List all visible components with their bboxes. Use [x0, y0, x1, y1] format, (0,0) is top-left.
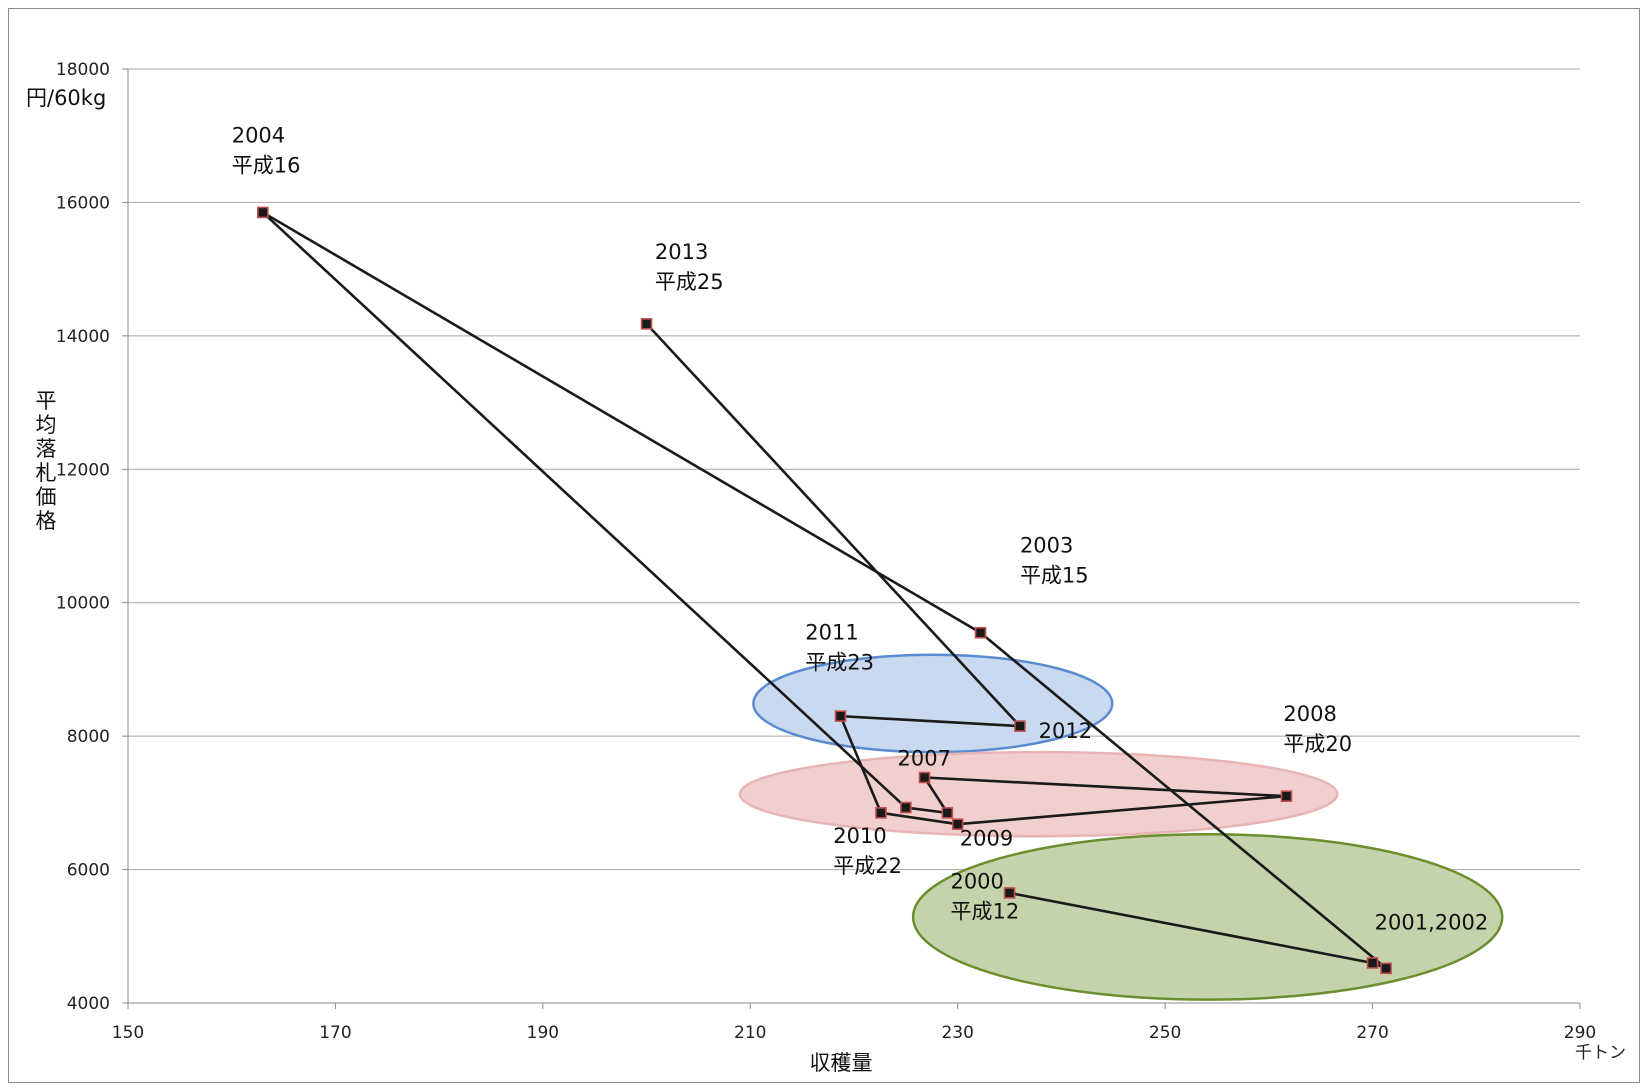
- series-segment: [905, 806, 948, 815]
- annotation-line: 平成16: [232, 153, 301, 177]
- x-tick-label: 150: [112, 1023, 144, 1043]
- y-tick-label: 4000: [67, 994, 110, 1014]
- y-tick-label: 14000: [56, 327, 110, 347]
- x-tick-label: 250: [1149, 1023, 1181, 1043]
- annotation-label: 2000 平成12: [950, 869, 1019, 923]
- annotation-label: 2004 平成16: [232, 123, 301, 177]
- series-segment: [957, 794, 1287, 826]
- y-axis-title-char: 平: [36, 389, 57, 413]
- data-point-2007: [918, 771, 931, 784]
- annotation-label: 2008 平成20: [1283, 702, 1352, 756]
- annotation-label: 2007: [898, 746, 951, 770]
- y-tick-label: 18000: [56, 60, 110, 80]
- axis-layer: 4000 6000 8000 10000 12000 14000 16000 18000 150…: [56, 60, 1596, 1043]
- series-segment: [262, 211, 982, 634]
- y-axis-title-char: 札: [36, 461, 57, 485]
- annotation-line: 平成15: [1020, 564, 1089, 588]
- annotation-label: 2012: [1039, 719, 1092, 743]
- x-tick-label: 210: [734, 1023, 766, 1043]
- y-tick-label: 6000: [67, 861, 110, 881]
- data-point-2003: [974, 626, 987, 639]
- annotation-label: 2011 平成23: [805, 620, 874, 674]
- y-tick-label: 8000: [67, 727, 110, 747]
- annotation-label: 2010 平成22: [833, 824, 902, 878]
- x-tick-label: 270: [1356, 1023, 1388, 1043]
- y-tick-label: 10000: [56, 594, 110, 614]
- data-point-2008: [1280, 790, 1293, 802]
- data-point-2002: [1380, 962, 1392, 975]
- series-segment: [839, 715, 883, 814]
- series-segment: [645, 322, 1021, 728]
- series-segment: [923, 776, 949, 814]
- annotation-line: 2007: [898, 746, 951, 770]
- annotation-line: 2012: [1039, 719, 1092, 743]
- annotation-line: 2008: [1283, 702, 1336, 726]
- series-segment: [979, 631, 1387, 970]
- series-segment: [1009, 891, 1373, 965]
- annotation-line: 2010: [833, 824, 886, 848]
- data-point-2009: [951, 818, 964, 831]
- y-tick-label: 16000: [56, 193, 110, 213]
- annotation-label: 2009: [960, 827, 1013, 851]
- series-segment: [880, 811, 958, 826]
- x-tick-label: 290: [1564, 1023, 1596, 1043]
- annotation-label: 2013 平成25: [655, 240, 724, 294]
- annotation-line: 2009: [960, 827, 1013, 851]
- annotation-line: 2003: [1020, 534, 1073, 558]
- annotation-line: 平成23: [805, 650, 874, 674]
- y-axis-title-char: 落: [36, 437, 57, 461]
- data-point-2005: [900, 801, 912, 814]
- data-point-2004: [257, 206, 269, 219]
- y-axis-title-char: 価: [36, 485, 57, 509]
- annotation-label: 2001,2002: [1375, 911, 1489, 935]
- x-axis-title: 収穫量: [810, 1051, 873, 1075]
- annotation-line: 平成20: [1283, 732, 1352, 756]
- x-tick-label: 170: [319, 1023, 351, 1043]
- data-point-2010: [875, 807, 887, 819]
- y-axis-title-char: 格: [36, 509, 57, 533]
- y-tick-label: 12000: [56, 460, 110, 480]
- data-point-2012: [1014, 720, 1026, 732]
- series-segment: [261, 211, 907, 809]
- annotation-line: 2011: [805, 620, 858, 644]
- series-segment: [924, 776, 1287, 798]
- x-tick-label: 230: [941, 1023, 973, 1043]
- x-tick-label: 190: [527, 1023, 559, 1043]
- y-axis-unit: 円/60kg: [26, 86, 106, 110]
- data-point-2013: [640, 318, 653, 330]
- y-axis-title: 平均落札価格: [36, 389, 57, 533]
- annotation-label: 2003 平成15: [1020, 534, 1089, 588]
- annotation-line: 平成22: [833, 854, 902, 878]
- connecting-lines: [261, 211, 1387, 970]
- annotation-line: 2013: [655, 240, 708, 264]
- data-point-2011: [834, 710, 847, 722]
- data-point-2001: [1366, 957, 1379, 969]
- annotation-line: 2004: [232, 123, 285, 147]
- annotation-labels: 2004 平成16 2013 平成25 2003 平成15 2011 平成23 2012 2007…: [232, 123, 1488, 934]
- data-point-2006: [941, 807, 954, 819]
- annotation-line: 平成12: [950, 899, 1019, 923]
- data-markers: [257, 206, 1392, 975]
- y-axis-title-char: 均: [36, 413, 57, 437]
- data-point-2000: [1003, 887, 1016, 899]
- x-axis-unit: 千トン: [1575, 1043, 1626, 1063]
- annotation-line: 2001,2002: [1375, 911, 1489, 935]
- series-segment: [840, 714, 1021, 728]
- annotation-line: 平成25: [655, 270, 724, 294]
- annotation-line: 2000: [950, 869, 1003, 893]
